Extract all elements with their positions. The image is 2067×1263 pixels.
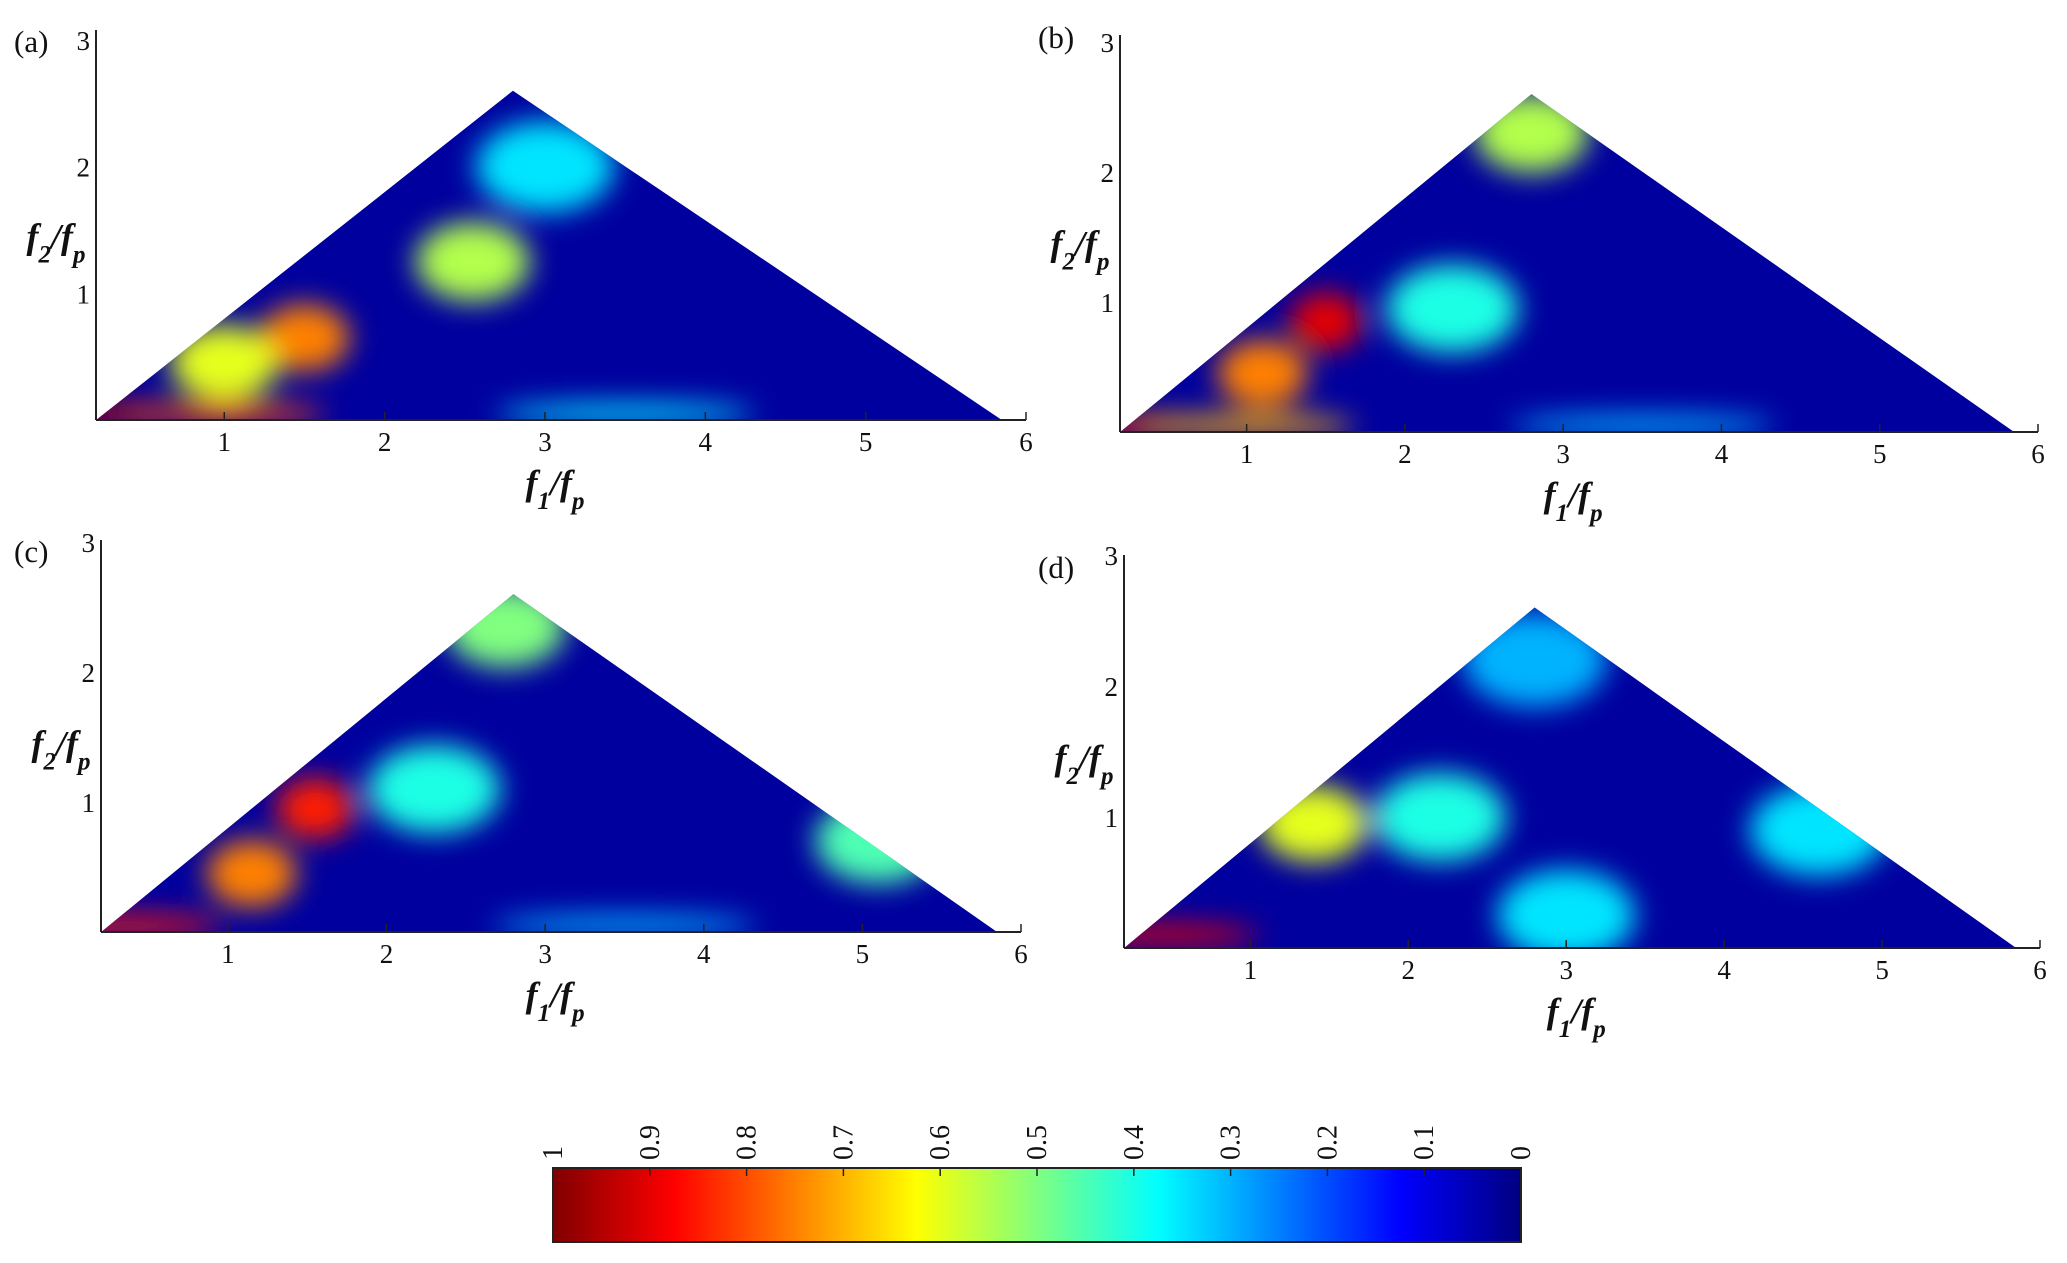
heatmap-peak xyxy=(170,325,279,401)
colorbar-tick-label: 1 xyxy=(538,1146,569,1160)
x-tick-label: 6 xyxy=(2031,439,2045,469)
heatmap-peak xyxy=(492,915,757,932)
y-tick-label: 3 xyxy=(1101,28,1115,58)
x-axis-label: f1/fp xyxy=(526,975,585,1027)
x-tick-label: 6 xyxy=(1014,939,1028,969)
y-axis-label: f2/fp xyxy=(1050,224,1109,276)
colorbar-tick-label: 0.5 xyxy=(1022,1125,1053,1160)
x-tick-label: 4 xyxy=(1717,955,1731,985)
heatmap-peak xyxy=(1259,785,1368,862)
colorbar-tick-label: 0.9 xyxy=(635,1125,666,1160)
panel-label: (a) xyxy=(14,24,48,59)
heatmap-peak xyxy=(1510,415,1775,432)
x-tick-label: 2 xyxy=(378,427,392,457)
x-tick-label: 1 xyxy=(218,427,232,457)
y-tick-label: 2 xyxy=(1105,672,1119,702)
heatmap-peak xyxy=(445,594,566,668)
panel-label: (c) xyxy=(14,534,48,569)
heatmap-peak xyxy=(815,798,942,884)
x-tick-label: 1 xyxy=(1240,439,1254,469)
x-tick-label: 1 xyxy=(221,939,235,969)
x-tick-label: 4 xyxy=(1715,439,1729,469)
colorbar-gradient xyxy=(552,1167,1522,1243)
colorbar-tick-label: 0.1 xyxy=(1409,1125,1440,1160)
heatmap-peak xyxy=(1217,340,1308,407)
colorbar-tick-label: 0.6 xyxy=(925,1125,956,1160)
y-tick-label: 1 xyxy=(1101,288,1115,318)
heatmap-peak xyxy=(259,304,350,372)
colorbar-tick-label: 0.8 xyxy=(732,1125,763,1160)
x-tick-label: 4 xyxy=(699,427,713,457)
heatmap-field xyxy=(1124,607,2017,948)
colorbar-tick-label: 0 xyxy=(1506,1146,1537,1160)
heatmap-peak xyxy=(1462,612,1607,707)
x-tick-label: 6 xyxy=(2033,955,2047,985)
heatmap-peak xyxy=(206,840,297,907)
y-axis-label: f2/fp xyxy=(1054,738,1113,790)
panel-c: 1 2 3 4 5 6 1 2 3 f1/fp f2/fp (c) xyxy=(14,528,1028,1027)
x-tick-label: 3 xyxy=(1556,439,1570,469)
y-tick-label: 1 xyxy=(77,279,91,309)
heatmap-background xyxy=(1120,94,2015,432)
panels-group: 1 2 3 4 5 6 1 2 3 f1/fp f2/fp (a) 1 2 3 4 5 6 1 2 3 f1/fp f2/f… xyxy=(14,20,2047,1043)
y-tick-label: 1 xyxy=(1105,803,1119,833)
heatmap-peak xyxy=(1289,292,1362,351)
colorbar-tick-label: 0.4 xyxy=(1119,1125,1150,1160)
y-tick-label: 3 xyxy=(82,528,96,558)
heatmap-field xyxy=(96,90,1002,421)
heatmap-peak xyxy=(101,915,224,932)
x-tick-label: 5 xyxy=(856,939,870,969)
x-tick-label: 5 xyxy=(859,427,873,457)
x-tick-label: 3 xyxy=(538,427,552,457)
x-axis-label: f1/fp xyxy=(1547,991,1606,1043)
y-axis-label: f2/fp xyxy=(31,724,90,776)
panel-a: 1 2 3 4 5 6 1 2 3 f1/fp f2/fp (a) xyxy=(14,24,1033,515)
colorbar-tick-label: 0.7 xyxy=(828,1125,859,1160)
heatmap-background xyxy=(101,594,998,932)
heatmap-peak xyxy=(496,403,755,421)
x-tick-label: 4 xyxy=(697,939,711,969)
heatmap-peak xyxy=(368,745,501,833)
heatmap-field xyxy=(1120,94,2015,432)
x-tick-label: 6 xyxy=(1019,427,1033,457)
x-tick-label: 2 xyxy=(1398,439,1412,469)
y-tick-label: 2 xyxy=(82,658,96,688)
x-axis-label: f1/fp xyxy=(525,463,584,515)
heatmap-peak xyxy=(1124,924,1260,945)
heatmap-peak xyxy=(276,778,355,839)
y-tick-label: 2 xyxy=(77,153,91,183)
colorbar-tick-label: 0.2 xyxy=(1312,1125,1343,1160)
x-tick-label: 5 xyxy=(1873,439,1887,469)
y-tick-label: 2 xyxy=(1101,158,1115,188)
x-tick-label: 3 xyxy=(1559,955,1573,985)
y-axis-label: f2/fp xyxy=(26,216,85,267)
heatmap-peak xyxy=(415,222,530,302)
x-tick-label: 2 xyxy=(1402,955,1416,985)
panel-label: (d) xyxy=(1038,550,1074,585)
heatmap-peak xyxy=(475,121,614,213)
y-tick-label: 3 xyxy=(1105,541,1119,571)
panel-d: 1 2 3 4 5 6 1 2 3 f1/fp f2/fp (d) xyxy=(1038,541,2047,1043)
heatmap-field xyxy=(101,594,998,932)
colorbar: 1 0.9 0.8 0.7 0.6 0.5 0.4 0.3 0.2 0.1 0 xyxy=(538,1125,1537,1243)
x-axis-label: f1/fp xyxy=(1544,475,1603,527)
x-tick-label: 1 xyxy=(1244,955,1258,985)
y-tick-label: 3 xyxy=(77,26,91,56)
x-tick-label: 5 xyxy=(1875,955,1889,985)
heatmap-peak xyxy=(1474,94,1589,173)
heatmap-peak xyxy=(1497,869,1636,948)
y-tick-label: 1 xyxy=(82,788,96,818)
panel-b: 1 2 3 4 5 6 1 2 3 f1/fp f2/fp (b) xyxy=(1038,20,2045,527)
x-tick-label: 3 xyxy=(538,939,552,969)
x-tick-label: 2 xyxy=(380,939,394,969)
heatmap-peak xyxy=(1386,264,1519,353)
heatmap-peak xyxy=(1749,784,1888,876)
colorbar-tick-label: 0.3 xyxy=(1216,1125,1247,1160)
heatmap-peak xyxy=(1373,773,1506,861)
panel-label: (b) xyxy=(1038,20,1074,55)
